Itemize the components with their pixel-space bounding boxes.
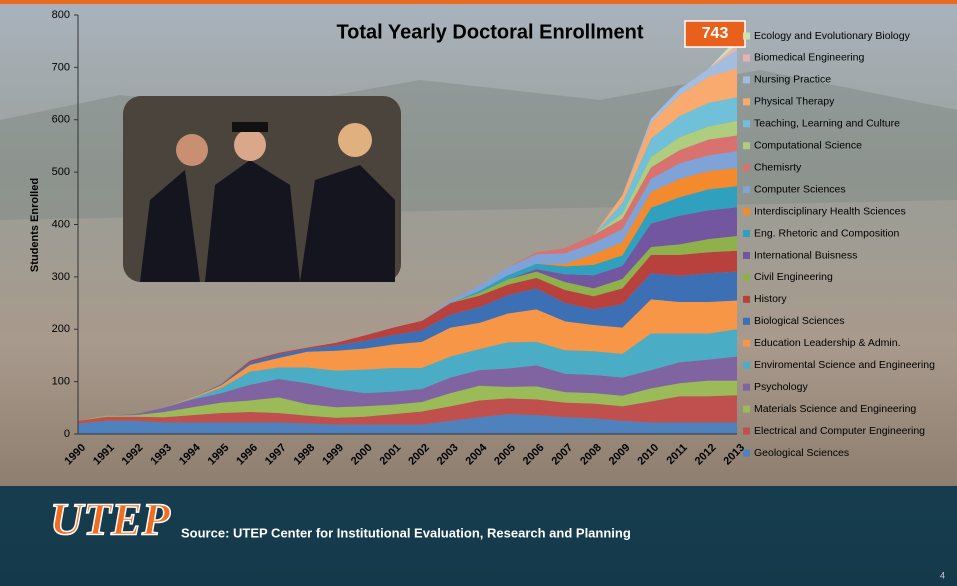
legend-label: Materials Science and Engineering	[754, 403, 916, 415]
area	[78, 380, 737, 421]
area	[78, 68, 737, 421]
legend-swatch	[743, 76, 750, 84]
legend-label: Electrical and Computer Engineering	[754, 425, 925, 437]
legend-swatch	[743, 208, 750, 216]
legend-label: Eng. Rhetoric and Composition	[754, 227, 899, 239]
legend-swatch	[743, 383, 750, 391]
y-tick-label: 800	[52, 9, 70, 21]
area	[78, 250, 737, 421]
legend-label: Chemisrty	[754, 161, 802, 173]
legend-label: Civil Engineering	[754, 271, 833, 283]
legend-label: History	[754, 293, 787, 305]
area	[78, 414, 737, 434]
y-tick-label: 100	[52, 376, 70, 388]
page-number: 4	[940, 570, 945, 580]
legend-swatch	[743, 339, 750, 347]
legend-label: Computational Science	[754, 140, 862, 152]
y-tick-label: 200	[52, 323, 70, 335]
y-tick-label: 0	[64, 428, 70, 440]
area	[78, 186, 737, 421]
legend-label: Interdisciplinary Health Sciences	[754, 205, 906, 217]
photo	[123, 96, 401, 282]
legend-label: Geological Sciences	[754, 447, 849, 459]
legend-label: Biological Sciences	[754, 315, 844, 327]
area	[78, 97, 737, 421]
top-bar	[0, 0, 957, 4]
area	[78, 271, 737, 421]
legend-label: Biomedical Engineering	[754, 52, 864, 64]
legend-swatch	[743, 251, 750, 259]
legend-swatch	[743, 427, 750, 435]
legend-swatch	[743, 230, 750, 238]
y-axis-label: Students Enrolled	[29, 178, 41, 272]
area	[78, 236, 737, 421]
area	[78, 207, 737, 421]
legend-swatch	[743, 120, 750, 128]
legend-swatch	[743, 142, 750, 150]
area	[78, 135, 737, 421]
legend-swatch	[743, 295, 750, 303]
legend-label: Nursing Practice	[754, 74, 831, 86]
area	[78, 167, 737, 421]
area	[78, 395, 737, 425]
y-tick-label: 700	[52, 61, 70, 73]
area	[78, 356, 737, 421]
legend-label: Physical Therapy	[754, 96, 835, 108]
legend: Geological Sciences Electrical and Comput…	[743, 30, 935, 459]
total-label: 743	[702, 25, 729, 42]
legend-label: Enviromental Science and Engineering	[754, 359, 935, 371]
legend-swatch	[743, 405, 750, 413]
legend-label: International Buisness	[754, 249, 857, 261]
legend-swatch	[743, 449, 750, 457]
legend-swatch	[743, 361, 750, 369]
source-text: Source: UTEP Center for Institutional Ev…	[181, 525, 631, 540]
area	[78, 299, 737, 421]
legend-label: Computer Sciences	[754, 183, 846, 195]
legend-swatch	[743, 32, 750, 40]
area	[78, 120, 737, 421]
legend-swatch	[743, 98, 750, 106]
area	[78, 151, 737, 421]
legend-swatch	[743, 186, 750, 194]
total-box	[684, 20, 746, 48]
y-tick-label: 500	[52, 166, 70, 178]
y-tick-label: 600	[52, 114, 70, 126]
y-tick-label: 400	[52, 218, 70, 230]
legend-swatch	[743, 273, 750, 281]
legend-swatch	[743, 164, 750, 172]
legend-label: Teaching, Learning and Culture	[754, 118, 900, 130]
chart-title: Total Yearly Doctoral Enrollment	[336, 21, 643, 43]
legend-label: Psychology	[754, 381, 808, 393]
area	[78, 329, 737, 421]
legend-label: Education Leadership & Admin.	[754, 337, 901, 349]
legend-swatch	[743, 54, 750, 62]
logo: UTEP	[50, 494, 171, 545]
y-tick-label: 300	[52, 271, 70, 283]
legend-swatch	[743, 317, 750, 325]
legend-label: Ecology and Evolutionary Biology	[754, 30, 911, 42]
